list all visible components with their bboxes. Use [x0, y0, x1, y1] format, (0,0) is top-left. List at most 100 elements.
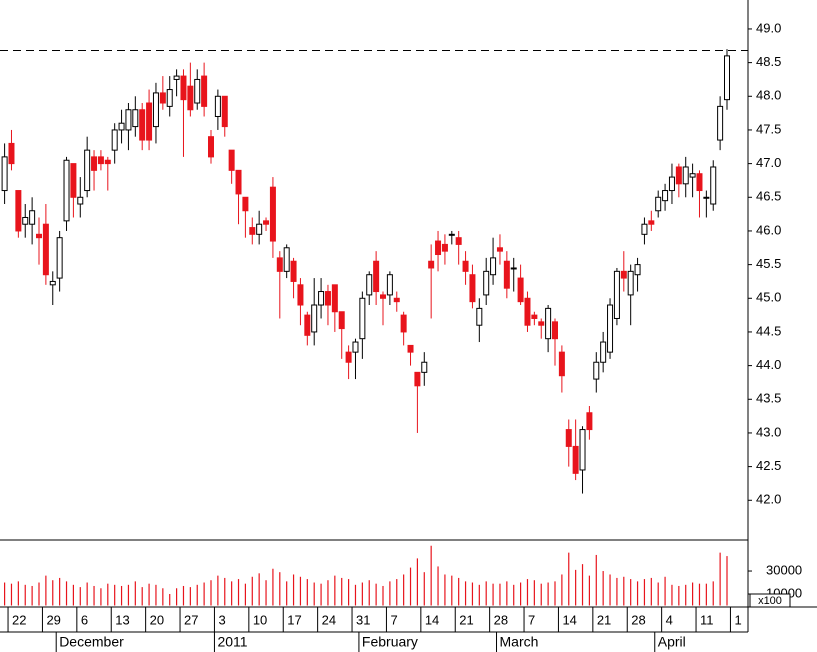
- candle-body: [496, 247, 503, 252]
- candle-body: [166, 89, 173, 107]
- x-tick-label: 7: [528, 612, 535, 627]
- candle-body: [263, 220, 270, 225]
- x-tick-label: 29: [46, 612, 60, 627]
- candle-body: [201, 75, 208, 107]
- candle-body: [503, 260, 510, 289]
- x-tick-label: 21: [597, 612, 611, 627]
- candle-body: [655, 196, 662, 212]
- candle-body: [545, 307, 552, 340]
- y-tick-label: 42.0: [756, 492, 781, 507]
- candle-body: [214, 95, 221, 117]
- x-tick-label: 6: [81, 612, 88, 627]
- candle-body: [318, 291, 325, 306]
- candle-body: [710, 166, 717, 205]
- y-tick-label: 46.0: [756, 222, 781, 237]
- candle-body: [689, 173, 696, 178]
- candle-body: [648, 220, 655, 225]
- candle-body: [717, 105, 724, 141]
- candle-body: [462, 260, 469, 272]
- candle-body: [221, 95, 228, 128]
- candle-body: [393, 297, 400, 303]
- candle-body: [159, 92, 166, 104]
- candle-body: [235, 169, 242, 195]
- candle-body: [407, 344, 414, 353]
- candle-body: [324, 291, 331, 306]
- candle-body: [524, 297, 531, 326]
- candle-body: [662, 190, 669, 202]
- candle-body: [352, 341, 359, 353]
- x-tick-label: 27: [184, 612, 198, 627]
- candle-body: [290, 260, 297, 282]
- candle-body: [173, 75, 180, 80]
- candle-body: [256, 223, 263, 235]
- candle-body: [104, 159, 111, 165]
- x-tick-label: 3: [218, 612, 225, 627]
- candle-body: [441, 243, 448, 252]
- candle-body: [22, 216, 29, 225]
- month-label: December: [59, 634, 124, 650]
- y-tick-label: 48.5: [756, 54, 781, 69]
- candle-body: [8, 142, 15, 165]
- x-tick-label: 22: [12, 612, 26, 627]
- candle-body: [572, 445, 579, 474]
- month-label: February: [362, 634, 418, 650]
- candle-body: [70, 163, 77, 198]
- candle-body: [77, 196, 84, 205]
- candle-body: [421, 361, 428, 373]
- x-tick-label: 24: [322, 612, 336, 627]
- candle-body: [283, 247, 290, 272]
- candle-body: [249, 227, 256, 235]
- volume-unit-box: [749, 593, 791, 608]
- volume-unit: x100: [758, 595, 782, 607]
- candle-body: [125, 109, 132, 131]
- candle-body: [146, 102, 153, 141]
- candle-body: [724, 55, 730, 101]
- y-tick-label: 46.5: [756, 189, 781, 204]
- candle-body: [139, 109, 146, 141]
- candle-body: [620, 270, 627, 279]
- candle-body: [593, 361, 600, 380]
- candle-body: [42, 223, 49, 276]
- candle-body: [558, 351, 565, 377]
- y-tick-label: 43.5: [756, 391, 781, 406]
- candle-body: [531, 314, 538, 319]
- candle-body: [304, 314, 311, 336]
- candle-body: [476, 307, 483, 326]
- x-tick-label: 10: [253, 612, 267, 627]
- month-label: March: [500, 634, 539, 650]
- candle-body: [118, 122, 125, 131]
- x-tick-label: 7: [390, 612, 397, 627]
- candle-body: [428, 260, 435, 269]
- candle-body: [586, 412, 593, 431]
- candle-body: [242, 196, 249, 212]
- y-tick-label: 45.0: [756, 290, 781, 305]
- candle-body: [366, 274, 373, 296]
- candle-body: [84, 149, 91, 192]
- candle-body: [228, 149, 235, 171]
- x-tick-label: 28: [631, 612, 645, 627]
- candle-body: [552, 321, 558, 340]
- x-tick-label: 28: [494, 612, 508, 627]
- candle-body: [36, 233, 42, 239]
- candle-body: [510, 267, 517, 270]
- candle-body: [29, 210, 36, 225]
- volume-tick-label: 30000: [766, 562, 802, 577]
- candle-body: [331, 284, 338, 313]
- candle-body: [373, 260, 380, 293]
- candle-body: [627, 270, 634, 296]
- x-tick-label: 4: [666, 612, 673, 627]
- candle-body: [675, 166, 682, 185]
- candle-body: [297, 284, 304, 306]
- x-tick-label: 11: [700, 612, 714, 627]
- candle-body: [194, 78, 201, 104]
- candle-body: [613, 270, 620, 319]
- candle-body: [386, 274, 393, 296]
- month-label: 2011: [217, 634, 247, 650]
- x-tick-label: 13: [115, 612, 129, 627]
- candle-body: [490, 257, 497, 276]
- candle-body: [682, 166, 689, 185]
- candle-body: [469, 274, 476, 303]
- candle-body: [483, 270, 490, 296]
- candle-body: [63, 159, 70, 222]
